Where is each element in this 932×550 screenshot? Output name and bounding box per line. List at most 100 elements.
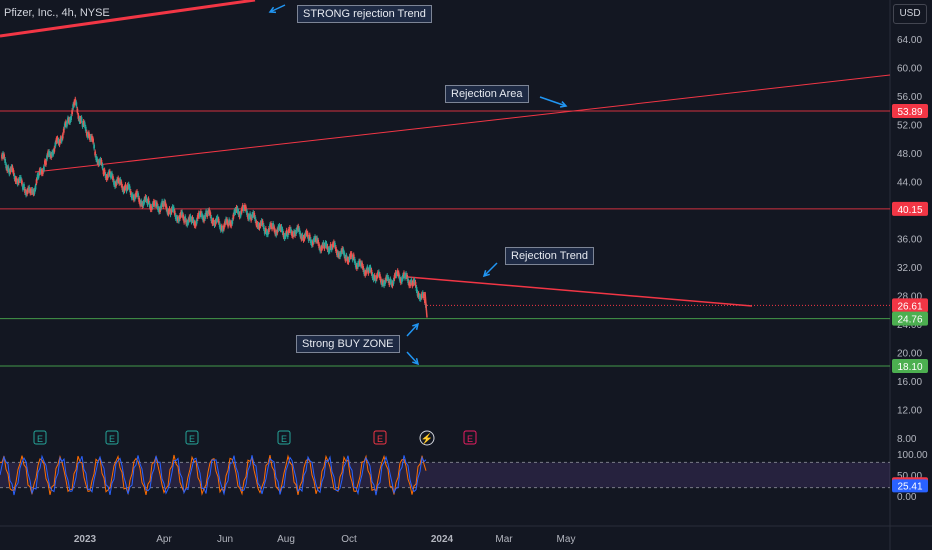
annotation-rejection-trend[interactable]: Rejection Trend xyxy=(505,247,595,265)
candle-body xyxy=(279,226,282,231)
candle-body xyxy=(149,206,152,211)
candle-body xyxy=(34,185,37,190)
y-tick-label: 64.00 xyxy=(897,35,922,46)
candle-body xyxy=(373,274,376,279)
candle-body xyxy=(54,142,57,147)
candle-body xyxy=(135,192,137,197)
candle-body xyxy=(296,226,299,231)
candle-body xyxy=(248,215,250,220)
candle-body xyxy=(125,187,128,192)
currency-button[interactable]: USD xyxy=(893,4,927,24)
candle-body xyxy=(209,212,212,217)
candle-body xyxy=(121,185,124,190)
x-tick-label: May xyxy=(557,534,576,545)
candle-body xyxy=(234,209,237,214)
candle-body xyxy=(78,117,81,122)
candle-body xyxy=(2,152,4,157)
annotation-buy-zone[interactable]: Strong BUY ZONE xyxy=(296,335,400,353)
candle-body xyxy=(97,161,100,166)
candle-body xyxy=(156,202,158,207)
candle-body xyxy=(214,220,217,225)
candle-body xyxy=(153,201,156,206)
candle-body xyxy=(294,231,297,236)
price-label-text: 40.15 xyxy=(897,205,922,216)
candle-body xyxy=(100,159,103,164)
candle-body xyxy=(415,287,418,292)
candle-body xyxy=(193,222,196,227)
candle-body xyxy=(168,208,171,213)
candle-body xyxy=(190,218,193,223)
candle-body xyxy=(286,233,289,238)
candle-body xyxy=(4,158,7,163)
candle-body xyxy=(275,231,278,236)
candle-body xyxy=(272,222,275,227)
candle-body xyxy=(142,201,145,206)
candle-body xyxy=(3,154,5,159)
candle-body xyxy=(347,258,350,263)
candle-body xyxy=(269,224,271,229)
candle-body xyxy=(331,243,334,248)
candle-body xyxy=(399,279,402,284)
candle-body xyxy=(53,147,56,152)
candle-body xyxy=(144,196,147,201)
event-earnings-icon xyxy=(185,430,199,445)
candle-body xyxy=(49,152,52,157)
candle-body xyxy=(376,272,379,277)
candle-body xyxy=(221,227,224,232)
y-tick-label: 8.00 xyxy=(897,434,917,445)
y-tick-label: 48.00 xyxy=(897,149,922,160)
candle-body xyxy=(124,184,127,189)
candle-body xyxy=(371,274,374,279)
candle-body xyxy=(351,256,354,261)
candle-body xyxy=(299,232,302,237)
candle-body xyxy=(13,175,16,180)
candle-body xyxy=(76,108,79,113)
candle-body xyxy=(271,225,273,230)
candle-body xyxy=(8,170,11,175)
candle-body xyxy=(332,241,335,246)
candle-body xyxy=(230,222,233,227)
candle-body xyxy=(105,175,108,180)
candle-body xyxy=(22,185,24,190)
y-tick-label: 28.00 xyxy=(897,292,922,303)
candle-body xyxy=(64,121,67,126)
candle-body xyxy=(397,272,400,277)
annotation-rejection-area[interactable]: Rejection Area xyxy=(445,85,529,103)
candle-body xyxy=(111,172,113,177)
candle-body xyxy=(56,137,59,142)
candle-body xyxy=(257,223,260,228)
candle-body xyxy=(183,218,186,223)
candle-body xyxy=(188,216,191,221)
candle-body xyxy=(385,276,388,281)
candle-body xyxy=(365,269,368,274)
candle-body xyxy=(262,224,265,229)
candle-body xyxy=(396,270,399,275)
y-tick-label: 16.00 xyxy=(897,377,922,388)
candle-body xyxy=(340,250,343,255)
candle-body xyxy=(44,160,46,165)
candle-body xyxy=(388,281,391,286)
candle-body xyxy=(123,187,126,192)
candle-body xyxy=(402,274,404,279)
candle-body xyxy=(345,254,348,259)
candle-body xyxy=(282,233,285,238)
osc-tick-label: 0.00 xyxy=(897,492,917,503)
candle-body xyxy=(94,151,97,156)
candle-body xyxy=(36,174,39,179)
candle-body xyxy=(343,252,346,257)
candle-body xyxy=(422,294,425,299)
arrow-icon xyxy=(412,357,420,366)
rejection-area-trendline xyxy=(34,74,891,173)
candle-body xyxy=(179,214,181,219)
annotation-strong-rejection[interactable]: STRONG rejection Trend xyxy=(297,5,432,23)
candle-body xyxy=(5,164,8,169)
candle-body xyxy=(41,170,44,175)
candle-body xyxy=(28,186,31,191)
candle-body xyxy=(19,176,22,181)
candle-body xyxy=(264,228,267,233)
candle-body xyxy=(284,233,287,238)
osc-tick-label: 50.00 xyxy=(897,471,922,482)
candle-body xyxy=(246,210,248,215)
candle-body xyxy=(79,117,82,122)
